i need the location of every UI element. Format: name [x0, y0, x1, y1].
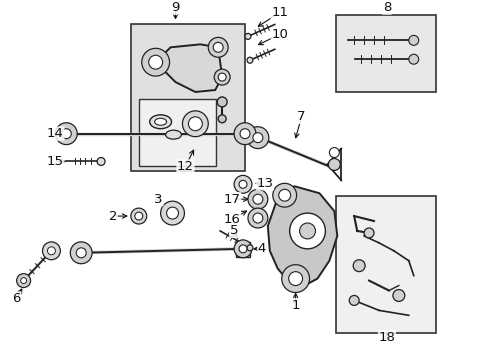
Circle shape	[246, 245, 252, 251]
Circle shape	[288, 272, 302, 285]
Circle shape	[97, 158, 105, 166]
Circle shape	[252, 194, 263, 204]
Circle shape	[131, 208, 146, 224]
Circle shape	[364, 228, 373, 238]
Circle shape	[208, 37, 228, 57]
Text: 5: 5	[229, 224, 238, 238]
Text: 6: 6	[13, 292, 21, 305]
Circle shape	[246, 127, 268, 149]
Circle shape	[239, 245, 246, 253]
Circle shape	[234, 175, 251, 193]
Circle shape	[42, 242, 60, 260]
Polygon shape	[155, 44, 222, 92]
Circle shape	[272, 183, 296, 207]
Polygon shape	[267, 186, 337, 285]
Text: 15: 15	[47, 155, 64, 168]
Circle shape	[348, 296, 358, 305]
Circle shape	[246, 57, 252, 63]
Text: 18: 18	[378, 331, 395, 344]
Circle shape	[61, 129, 71, 139]
Text: 14: 14	[47, 127, 64, 140]
Ellipse shape	[154, 118, 166, 125]
Text: 11: 11	[271, 6, 287, 19]
Ellipse shape	[165, 130, 181, 139]
Text: 12: 12	[177, 160, 194, 173]
Text: 7: 7	[297, 110, 305, 123]
Circle shape	[252, 133, 263, 143]
Circle shape	[188, 117, 202, 131]
Text: 13: 13	[256, 177, 273, 190]
Bar	[139, 99, 216, 166]
Circle shape	[214, 69, 230, 85]
Circle shape	[352, 260, 365, 272]
Circle shape	[234, 240, 251, 258]
Bar	[336, 196, 435, 333]
Text: 3: 3	[154, 193, 163, 206]
Ellipse shape	[149, 115, 171, 129]
Circle shape	[329, 148, 339, 158]
Text: 4: 4	[257, 242, 265, 255]
Circle shape	[289, 213, 325, 249]
Circle shape	[160, 201, 184, 225]
Text: 17: 17	[223, 193, 240, 206]
Text: 2: 2	[108, 210, 117, 222]
Circle shape	[240, 129, 249, 139]
Circle shape	[252, 213, 263, 223]
Text: 1: 1	[291, 299, 299, 312]
Circle shape	[218, 115, 225, 123]
Circle shape	[218, 73, 225, 81]
Circle shape	[247, 189, 267, 209]
Text: 10: 10	[271, 28, 287, 41]
Circle shape	[166, 207, 178, 219]
Circle shape	[408, 54, 418, 64]
Bar	[236, 242, 249, 257]
Circle shape	[47, 247, 55, 255]
Circle shape	[55, 123, 77, 145]
Circle shape	[213, 42, 223, 52]
Circle shape	[239, 180, 246, 188]
Circle shape	[234, 123, 255, 145]
Circle shape	[148, 55, 163, 69]
Circle shape	[244, 33, 250, 39]
Circle shape	[76, 248, 86, 258]
Circle shape	[278, 189, 290, 201]
Circle shape	[142, 48, 169, 76]
Circle shape	[299, 223, 315, 239]
Circle shape	[17, 274, 31, 288]
Circle shape	[135, 212, 142, 220]
Text: 16: 16	[223, 212, 240, 226]
Circle shape	[217, 97, 226, 107]
Circle shape	[247, 208, 267, 228]
Circle shape	[392, 289, 404, 301]
Circle shape	[20, 278, 26, 284]
Bar	[131, 24, 244, 171]
Text: 8: 8	[382, 1, 390, 14]
Circle shape	[281, 265, 309, 293]
Circle shape	[328, 158, 340, 170]
Circle shape	[408, 35, 418, 45]
Circle shape	[70, 242, 92, 264]
Bar	[336, 14, 435, 92]
Circle shape	[182, 111, 208, 137]
Text: 9: 9	[171, 1, 179, 14]
